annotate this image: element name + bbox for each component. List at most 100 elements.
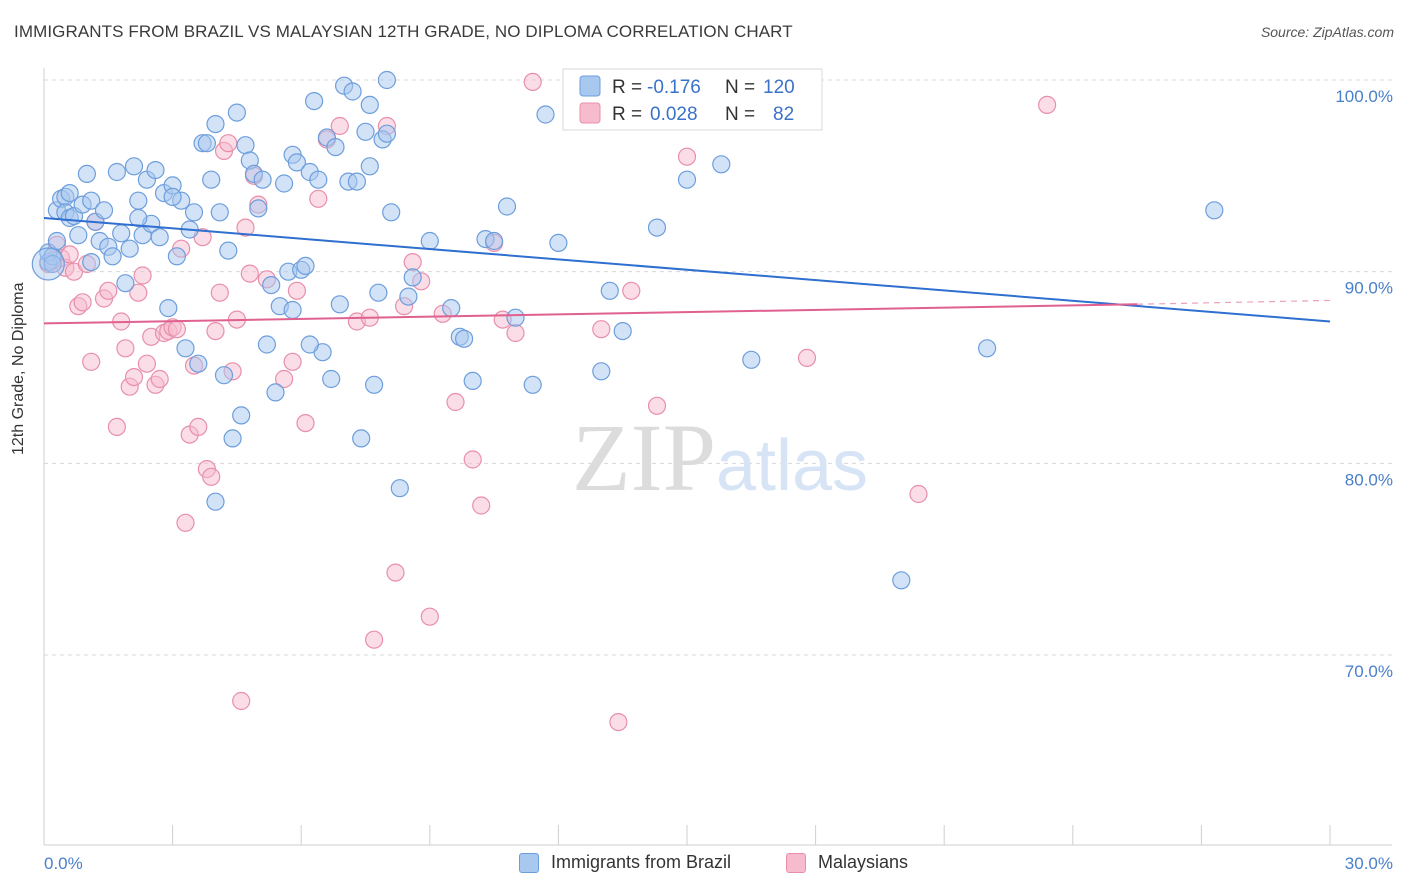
malaysians-point	[107, 417, 127, 436]
malaysians-point	[797, 348, 817, 367]
watermark: ZIPatlas	[572, 404, 868, 511]
brazil-point	[69, 226, 88, 245]
y-tick-labels: 70.0% 80.0% 90.0% 100.0%	[1335, 87, 1393, 681]
bottom-legend-swatch-brazil	[519, 852, 539, 873]
brazil-point	[485, 231, 504, 251]
x-tick-labels: 0.0% 30.0%	[44, 854, 1393, 873]
brazil-point	[677, 170, 697, 189]
brazil-point	[382, 203, 401, 222]
brazil-point	[356, 122, 375, 141]
brazil-point	[463, 371, 482, 390]
brazil-point	[253, 170, 272, 189]
legend-n-label-malaysians: N =	[725, 104, 755, 125]
brazil-point	[210, 203, 229, 222]
brazil-point	[287, 153, 306, 172]
malaysians-point	[219, 134, 238, 153]
y-tick-label: 70.0%	[1345, 662, 1393, 681]
brazil-point	[330, 295, 349, 314]
malaysians-point	[622, 281, 641, 300]
brazil-point	[377, 124, 396, 143]
brazil-point	[206, 492, 225, 511]
brazil-point	[202, 170, 221, 189]
brazil-trend-line	[43, 217, 1331, 323]
brazil-point	[82, 253, 101, 272]
legend-r-label-brazil: R =	[612, 77, 642, 98]
brazil-point	[232, 406, 251, 425]
brazil-point	[442, 299, 461, 318]
brazil-point	[352, 429, 371, 448]
malaysians-point	[592, 320, 611, 339]
brazil-point	[536, 105, 555, 124]
brazil-point	[369, 283, 388, 302]
brazil-point	[497, 197, 517, 216]
brazil-point	[549, 233, 568, 252]
malaysians-trend-line	[43, 303, 1138, 325]
legend-r-value-malaysians: 0.028	[650, 104, 698, 125]
legend-n-value-brazil: 120	[763, 77, 795, 98]
legend-r-value-brazil: -0.176	[647, 77, 701, 98]
brazil-point	[365, 375, 384, 394]
watermark-zip: ZIP	[572, 404, 716, 511]
brazil-point	[219, 241, 238, 260]
brazil-point	[742, 350, 761, 369]
legend-r-label-malaysians: R =	[612, 104, 642, 125]
brazil-point	[116, 274, 135, 293]
malaysians-point	[386, 563, 405, 582]
brazil-point	[223, 429, 242, 448]
y-tick-label: 90.0%	[1345, 279, 1393, 298]
source-note: Source: ZipAtlas.com	[1260, 24, 1394, 40]
brazil-point	[184, 203, 204, 222]
malaysians-point	[446, 392, 465, 412]
brazil-point	[227, 103, 246, 122]
malaysians-point	[206, 322, 225, 341]
brazil-point	[249, 199, 268, 218]
brazil-point	[305, 91, 324, 111]
malaysians-point	[420, 607, 439, 626]
brazil-point	[977, 339, 997, 358]
malaysians-point	[330, 116, 349, 136]
bottom-legend: Immigrants from Brazil Malaysians	[0, 852, 1406, 878]
malaysians-point	[240, 264, 259, 283]
brazil-point	[146, 161, 165, 180]
bottom-legend-item-malaysians: Malaysians	[786, 852, 908, 873]
malaysians-point	[202, 467, 221, 486]
malaysians-point	[232, 691, 251, 711]
legend-swatch-malaysians	[579, 102, 601, 124]
malaysians-point	[137, 354, 156, 373]
brazil-point	[60, 184, 79, 203]
brazil-point	[296, 256, 315, 275]
malaysians-point	[167, 320, 186, 339]
brazil-point	[206, 114, 225, 134]
legend-n-label-brazil: N =	[725, 77, 755, 98]
malaysians-point	[189, 417, 208, 436]
brazil-point	[343, 82, 362, 101]
brazil-point	[167, 247, 186, 266]
brazil-point	[322, 369, 341, 389]
malaysians-point	[275, 369, 294, 389]
brazil-point	[120, 239, 139, 258]
malaysians-point	[150, 369, 169, 389]
brazil-point	[112, 224, 131, 243]
legend-n-value-malaysians: 82	[773, 104, 794, 125]
malaysians-point	[463, 450, 482, 469]
brazil-point	[420, 231, 439, 251]
malaysians-point	[365, 630, 384, 649]
brazil-point	[283, 300, 302, 320]
brazil-point	[523, 375, 542, 394]
brazil-point	[163, 187, 182, 206]
brazil-point	[266, 383, 285, 402]
brazil-point	[129, 208, 148, 228]
brazil-point	[360, 157, 379, 176]
watermark-atlas: atlas	[716, 426, 868, 506]
brazil-point	[43, 254, 62, 274]
malaysians-point	[609, 712, 628, 732]
malaysians-point	[677, 147, 697, 166]
malaysians-point	[176, 513, 195, 532]
brazil-point	[94, 201, 114, 220]
brazil-point	[592, 362, 611, 381]
brazil-point	[275, 174, 294, 193]
brazil-point	[159, 299, 178, 318]
malaysians-point	[116, 339, 135, 358]
brazil-point	[189, 354, 208, 373]
